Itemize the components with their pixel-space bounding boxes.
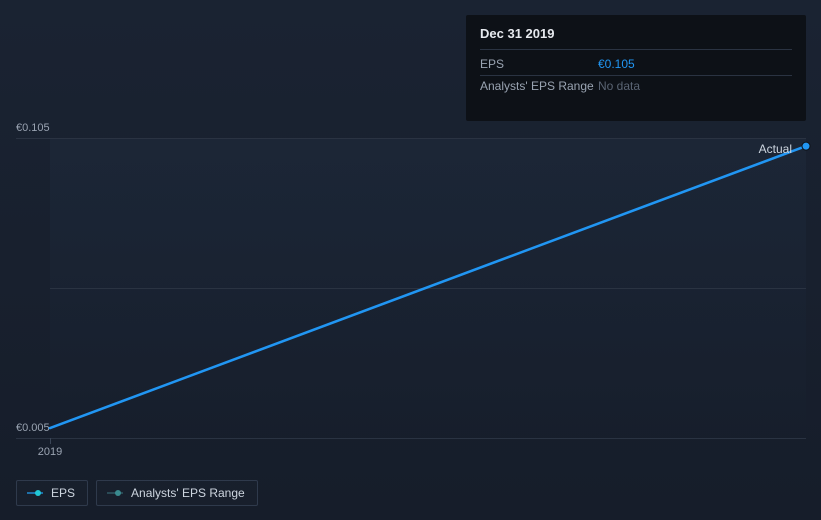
actual-label: Actual (759, 142, 792, 156)
x-tick (50, 438, 51, 444)
y-axis-label: €0.105 (16, 122, 50, 134)
tooltip-value: No data (598, 78, 640, 95)
swatch-dot (35, 490, 41, 496)
legend-swatch-icon (27, 489, 43, 497)
eps-end-marker (802, 142, 810, 150)
chart-svg (50, 138, 806, 438)
legend-label: Analysts' EPS Range (131, 486, 245, 500)
chart-legend: EPS Analysts' EPS Range (16, 480, 258, 506)
legend-swatch-icon (107, 489, 123, 497)
gridline (16, 438, 806, 439)
legend-item-analysts-range[interactable]: Analysts' EPS Range (96, 480, 258, 506)
tooltip-date: Dec 31 2019 (480, 25, 792, 50)
tooltip-label: Analysts' EPS Range (480, 78, 598, 95)
eps-chart[interactable]: €0.105 €0.005 Actual 2019 (16, 118, 806, 458)
eps-line (50, 146, 806, 428)
tooltip-label: EPS (480, 56, 598, 73)
legend-item-eps[interactable]: EPS (16, 480, 88, 506)
chart-tooltip: Dec 31 2019 EPS €0.105 Analysts' EPS Ran… (466, 15, 806, 121)
tooltip-value: €0.105 (598, 56, 635, 73)
y-axis-label: €0.005 (16, 422, 50, 434)
plot-area[interactable]: Actual 2019 (50, 138, 806, 438)
x-axis-label: 2019 (38, 446, 62, 458)
swatch-dot (115, 490, 121, 496)
tooltip-row-eps: EPS €0.105 (480, 54, 792, 76)
tooltip-row-range: Analysts' EPS Range No data (480, 76, 792, 97)
legend-label: EPS (51, 486, 75, 500)
